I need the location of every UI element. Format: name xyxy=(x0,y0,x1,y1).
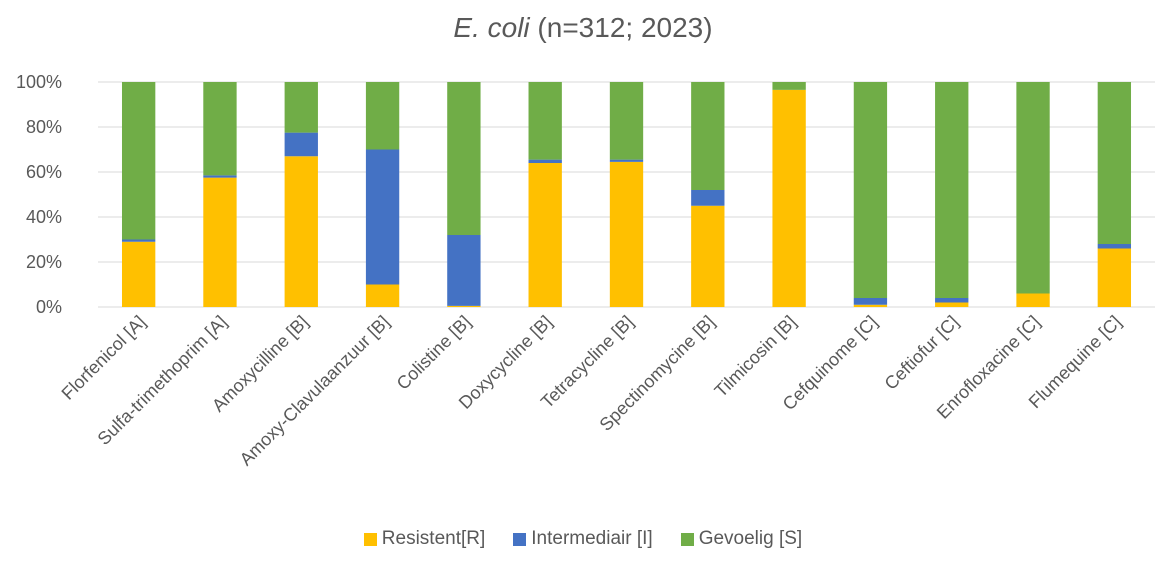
bar-segment xyxy=(284,132,318,157)
y-tick-label: 80% xyxy=(26,117,62,137)
bar-segment xyxy=(772,89,806,307)
bar-segment xyxy=(853,298,888,305)
legend-item: Gevoelig [S] xyxy=(680,528,803,550)
y-tick-label: 20% xyxy=(26,252,62,272)
legend-swatch xyxy=(680,532,694,546)
bar-segment xyxy=(609,161,644,307)
bar-segment xyxy=(528,163,562,307)
y-tick-label: 60% xyxy=(26,162,62,182)
bar-segment xyxy=(528,82,562,160)
bar-segment xyxy=(203,175,237,178)
x-tick-label: Colistine [B] xyxy=(393,312,475,394)
bar-segment xyxy=(203,177,237,307)
bar-segment xyxy=(1097,82,1132,244)
bar-segment xyxy=(365,82,400,150)
x-axis-ticks: Florfenicol [A]Sulfa-trimethoprim [A]Amo… xyxy=(58,312,1126,470)
bar-segment xyxy=(528,159,562,163)
bar-segment xyxy=(1016,82,1050,294)
chart-title: E. coli (n=312; 2023) xyxy=(0,12,1166,44)
bar-segment xyxy=(447,305,481,307)
legend-swatch xyxy=(513,532,527,546)
bar-segment xyxy=(447,82,481,235)
bar-segment xyxy=(121,82,156,240)
legend: Resistent[R] Intermediair [I] Gevoelig [S] xyxy=(0,528,1166,552)
bar-segment xyxy=(935,82,969,298)
bar-segment xyxy=(853,82,888,298)
y-tick-label: 40% xyxy=(26,207,62,227)
bar-segment xyxy=(691,205,725,307)
x-tick-label: Tilmicosin [B] xyxy=(711,312,800,401)
y-tick-label: 100% xyxy=(16,72,62,92)
bar-segment xyxy=(365,284,400,307)
y-tick-label: 0% xyxy=(36,297,62,317)
legend-item: Intermediair [I] xyxy=(513,528,653,550)
bar-segment xyxy=(1097,244,1132,249)
x-tick-label: Amoxy-Clavulaanzuur [B] xyxy=(236,312,394,470)
bar-segment xyxy=(935,302,969,307)
bar-segment xyxy=(853,304,888,307)
bar-segment xyxy=(121,241,156,307)
bars xyxy=(121,82,1132,307)
x-tick-label: Florfenicol [A] xyxy=(58,312,150,404)
bar-segment xyxy=(609,159,644,162)
bar-segment xyxy=(935,298,969,303)
chart-title-italic: E. coli xyxy=(453,12,530,43)
stacked-bar-chart: 0% 20% 40% 60% 80% 100% Florfenicol [A]Sulfa-… xyxy=(16,72,1155,470)
bar-segment xyxy=(365,149,400,285)
legend-swatch xyxy=(363,532,377,546)
bar-segment xyxy=(447,235,481,306)
bar-segment xyxy=(691,190,725,206)
bar-segment xyxy=(284,82,318,133)
legend-label: Intermediair [I] xyxy=(531,528,653,549)
bar-segment xyxy=(1016,293,1050,307)
y-axis-ticks: 0% 20% 40% 60% 80% 100% xyxy=(16,72,62,317)
bar-segment xyxy=(284,156,318,307)
bar-segment xyxy=(609,82,644,160)
x-tick-label: Ceftiofur [C] xyxy=(881,312,963,394)
bar-segment xyxy=(121,239,156,242)
legend-label: Resistent[R] xyxy=(381,528,486,549)
legend-item: Resistent[R] xyxy=(363,528,486,550)
bar-segment xyxy=(203,82,237,176)
bar-segment xyxy=(772,82,806,90)
bar-segment xyxy=(691,82,725,190)
bar-segment xyxy=(1097,248,1132,307)
legend-label: Gevoelig [S] xyxy=(698,528,803,549)
chart-title-rest: (n=312; 2023) xyxy=(529,12,713,43)
